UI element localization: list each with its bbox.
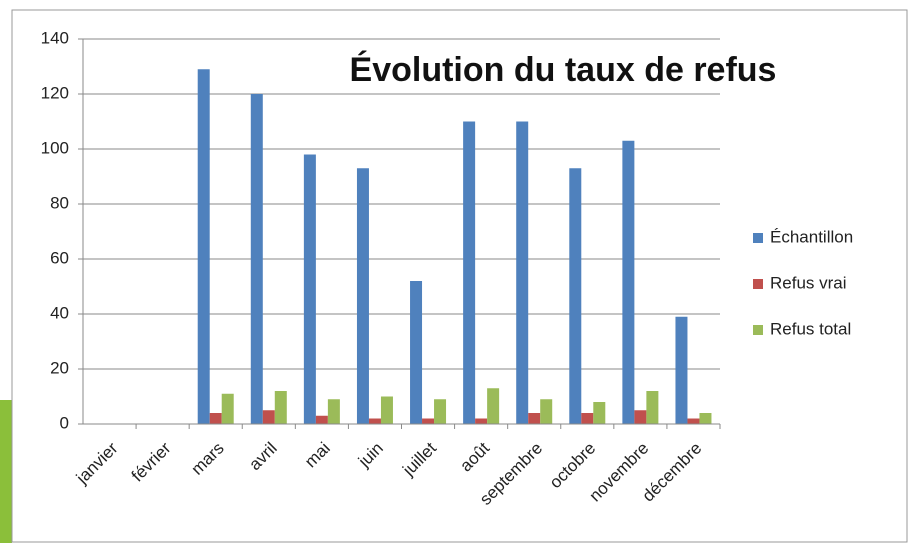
bar <box>687 419 699 425</box>
bar <box>487 388 499 424</box>
legend-label: Refus vrai <box>770 273 847 292</box>
bar <box>357 168 369 424</box>
y-tick-label: 40 <box>50 303 69 322</box>
bar <box>540 399 552 424</box>
bar <box>263 410 275 424</box>
bar <box>210 413 222 424</box>
x-tick-label: mars <box>188 439 228 479</box>
bar <box>251 94 263 424</box>
bar <box>516 122 528 425</box>
y-tick-label: 100 <box>41 138 69 157</box>
bar <box>528 413 540 424</box>
x-tick-label: octobre <box>546 439 600 493</box>
x-tick-label: janvier <box>72 438 122 488</box>
y-tick-label: 0 <box>60 413 69 432</box>
legend-swatch <box>753 233 763 243</box>
bar <box>222 394 234 424</box>
legend-label: Échantillon <box>770 227 853 246</box>
legend-swatch <box>753 325 763 335</box>
legend-label: Refus total <box>770 319 851 338</box>
x-tick-label: mai <box>301 439 334 472</box>
bar <box>410 281 422 424</box>
bar <box>422 419 434 425</box>
bar <box>646 391 658 424</box>
bar <box>434 399 446 424</box>
bar <box>675 317 687 424</box>
bar <box>381 397 393 425</box>
chart: 0 20 40 60 80 100 120 140 janvierfévrier mars avri… <box>0 0 908 543</box>
page: {"chart_data": {"type": "bar", "title": … <box>0 0 908 543</box>
bar <box>328 399 340 424</box>
bar <box>475 419 487 425</box>
bar <box>622 141 634 424</box>
bar <box>275 391 287 424</box>
bar <box>569 168 581 424</box>
bar <box>463 122 475 425</box>
y-tick-label: 60 <box>50 248 69 267</box>
bar <box>198 69 210 424</box>
chart-title: Évolution du taux de refus <box>350 51 777 89</box>
bar <box>593 402 605 424</box>
x-tick-label: février <box>128 438 175 485</box>
x-tick-label: août <box>456 438 493 475</box>
x-tick-label: juin <box>354 439 387 472</box>
bar <box>699 413 711 424</box>
y-tick-label: 140 <box>41 28 69 47</box>
y-tick-label: 120 <box>41 83 69 102</box>
bar <box>304 155 316 425</box>
bar <box>369 419 381 425</box>
x-tick-label: avril <box>245 439 280 474</box>
legend-swatch <box>753 279 763 289</box>
decoration <box>0 400 12 543</box>
y-tick-label: 80 <box>50 193 69 212</box>
bar <box>634 410 646 424</box>
bar <box>581 413 593 424</box>
y-tick-label: 20 <box>50 358 69 377</box>
x-tick-label: juillet <box>398 438 440 480</box>
bar <box>316 416 328 424</box>
